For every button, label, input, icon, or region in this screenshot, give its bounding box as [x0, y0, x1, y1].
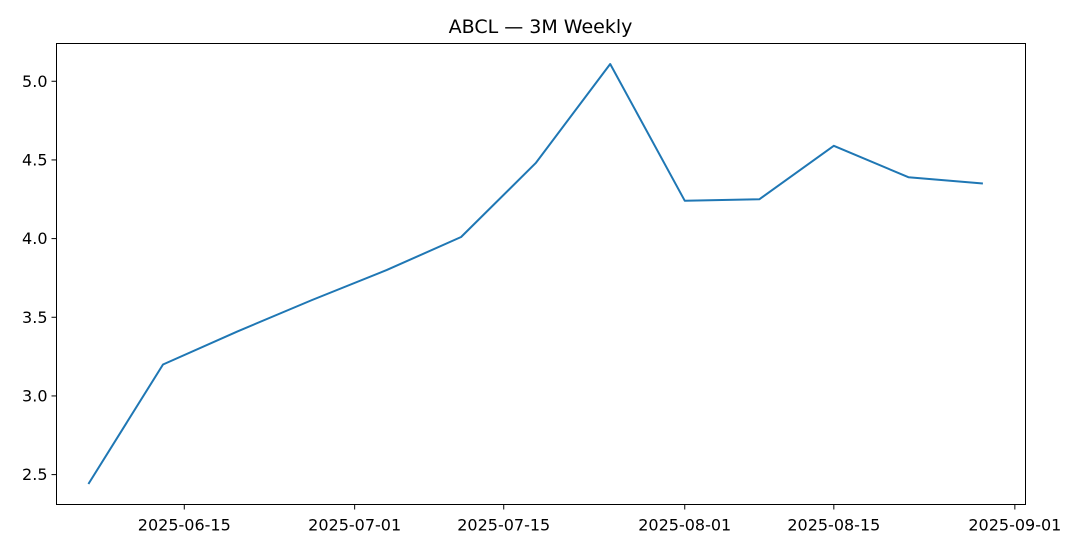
y-tick-label: 5.0 [22, 72, 47, 91]
y-tick-label: 4.5 [22, 150, 47, 169]
chart-title: ABCL — 3M Weekly [449, 16, 633, 38]
y-tick-label: 3.5 [22, 308, 47, 327]
y-tick-label: 4.0 [22, 229, 47, 248]
x-tick-label: 2025-08-15 [787, 516, 880, 535]
plot-frame [56, 43, 1026, 505]
x-tick-label: 2025-09-01 [968, 516, 1061, 535]
x-tick-label: 2025-07-01 [308, 516, 401, 535]
price-line [87, 63, 983, 485]
x-tick-label: 2025-07-15 [457, 516, 550, 535]
x-tick-label: 2025-06-15 [138, 516, 231, 535]
y-tick-label: 2.5 [22, 465, 47, 484]
y-axis: 2.5 3.0 3.5 4.0 4.5 5.0 [22, 72, 57, 484]
x-tick-label: 2025-08-01 [638, 516, 731, 535]
x-axis: 2025-06-15 2025-07-01 2025-07-15 2025-08-01… [138, 504, 1061, 535]
y-tick-label: 3.0 [22, 386, 47, 405]
series-layer [87, 63, 983, 485]
